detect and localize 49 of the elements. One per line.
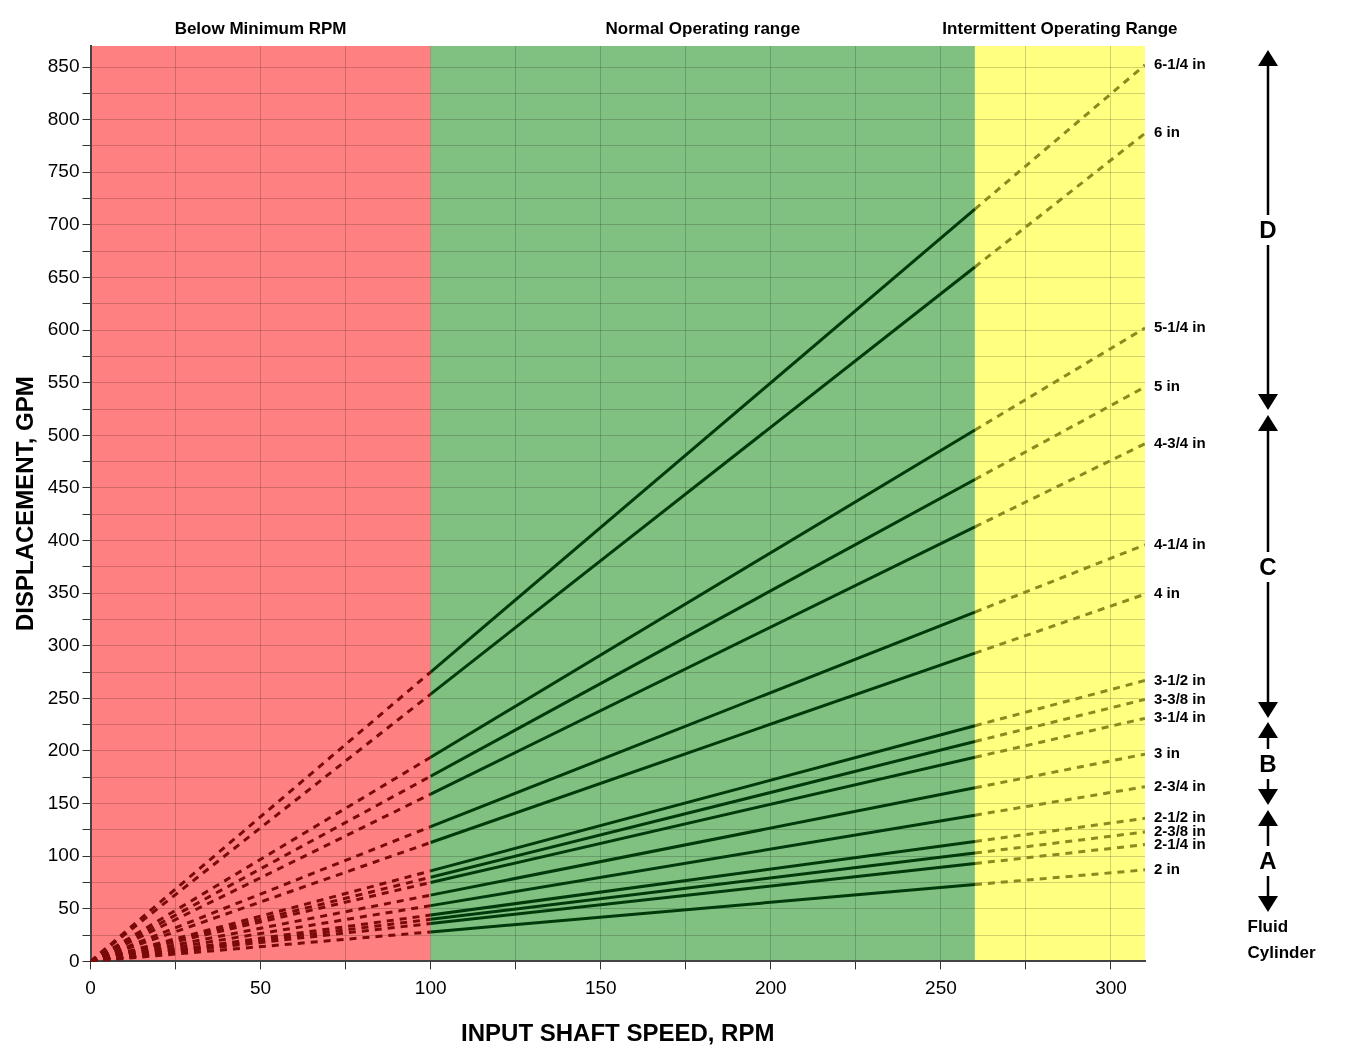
- y-tick-label: 700: [47, 213, 80, 235]
- band-label: Intermittent Operating Range: [942, 19, 1178, 39]
- y-tick-label: 550: [47, 370, 80, 392]
- x-tick-label: 100: [414, 977, 447, 999]
- series-label: 4-3/4 in: [1154, 433, 1206, 451]
- text: Fluid Cylinder: [1247, 912, 1317, 968]
- series-label: 6 in: [1154, 123, 1180, 141]
- band-label: Below Minimum RPM: [174, 19, 347, 39]
- x-tick-label: 200: [754, 977, 787, 999]
- y-tick-label: 400: [47, 528, 80, 550]
- y-tick-label: 500: [47, 423, 80, 445]
- series-label: 3-1/4 in: [1154, 708, 1206, 726]
- y-tick-label: 600: [47, 318, 80, 340]
- y-tick-label: 850: [47, 55, 80, 77]
- text: B: [1259, 748, 1277, 779]
- y-tick-label: 150: [47, 791, 80, 813]
- series-label: 4-1/4 in: [1154, 534, 1206, 552]
- y-tick-label: 750: [47, 160, 80, 182]
- series-label: 4 in: [1154, 584, 1180, 602]
- x-tick-label: 50: [250, 977, 272, 999]
- y-tick-label: 450: [47, 476, 80, 498]
- y-tick-label: 800: [47, 107, 80, 129]
- x-tick-label: 150: [584, 977, 617, 999]
- series-label: 2-3/4 in: [1154, 776, 1206, 794]
- series-label: 3 in: [1154, 744, 1180, 762]
- y-tick-label: 100: [47, 844, 80, 866]
- text: A: [1259, 846, 1277, 876]
- series-label: 5 in: [1154, 377, 1180, 395]
- y-axis-title: DISPLACEMENT, GPM: [11, 376, 39, 632]
- x-tick-label: 300: [1095, 977, 1127, 999]
- y-tick-label: 200: [47, 739, 80, 761]
- y-tick-label: 650: [47, 265, 80, 287]
- band-label: Normal Operating range: [605, 19, 801, 39]
- series-label: 2-1/2 in: [1154, 808, 1206, 826]
- x-axis-title: INPUT SHAFT SPEED, RPM: [461, 1019, 775, 1047]
- series-label: 5-1/4 in: [1154, 318, 1206, 336]
- x-tick-label: 0: [85, 977, 96, 999]
- y-tick-label: 0: [68, 949, 80, 971]
- series-label: 3-3/8 in: [1154, 689, 1206, 707]
- text: D: [1259, 215, 1277, 245]
- series-label: 3-1/2 in: [1154, 670, 1206, 688]
- x-tick-label: 250: [925, 977, 957, 999]
- text: C: [1259, 551, 1277, 582]
- series-label: 2 in: [1154, 860, 1180, 877]
- y-tick-label: 300: [47, 633, 80, 655]
- y-tick-label: 250: [47, 686, 80, 708]
- series-label: 6-1/4 in: [1154, 55, 1206, 73]
- y-tick-label: 350: [47, 581, 80, 603]
- y-tick-label: 50: [58, 897, 80, 919]
